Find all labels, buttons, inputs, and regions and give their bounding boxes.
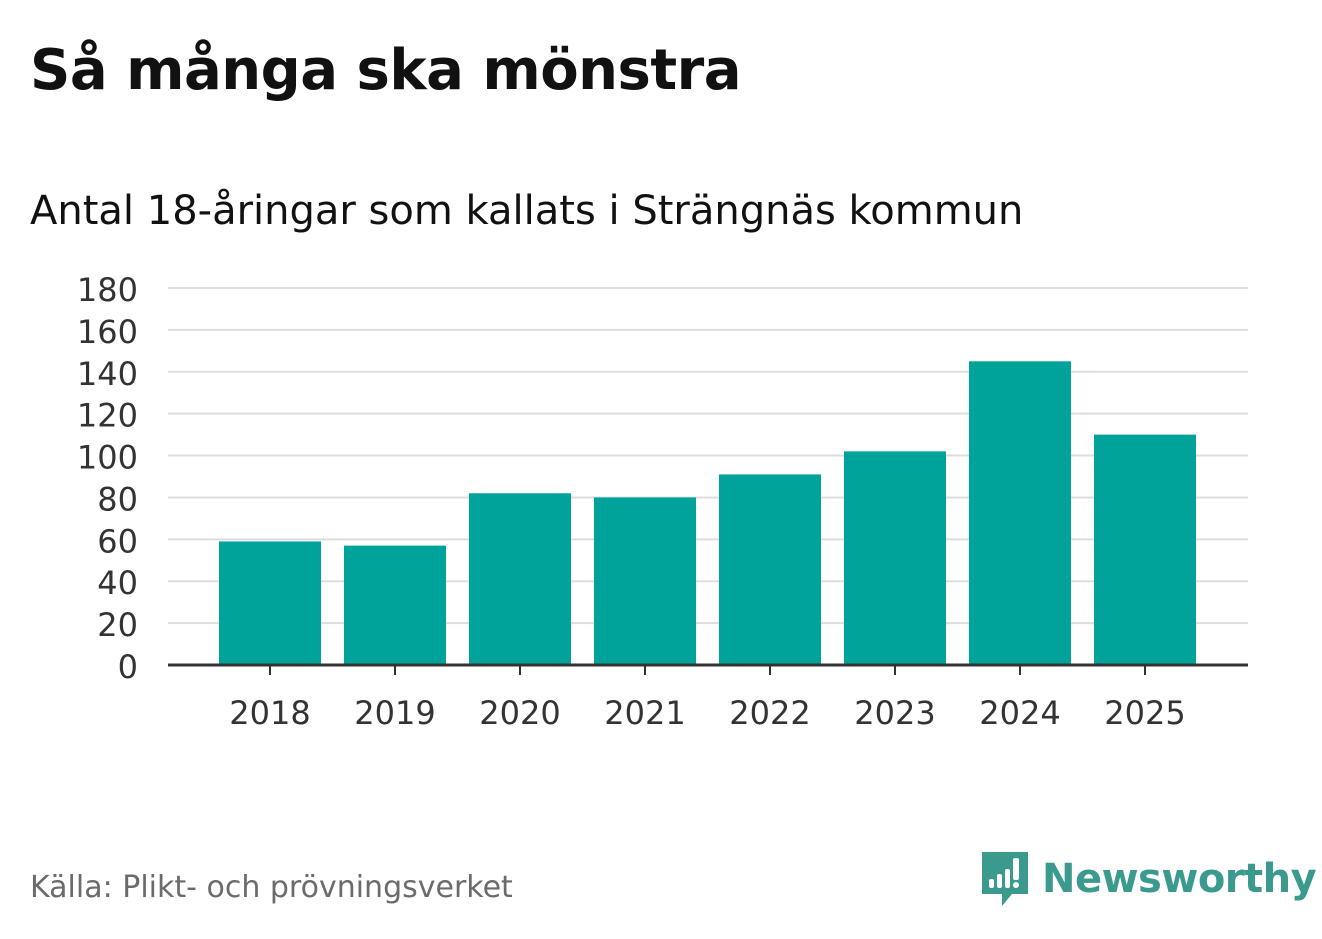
y-tick-label: 20	[97, 606, 138, 644]
y-tick-label: 60	[97, 522, 138, 560]
chart-title: Så många ska mönstra	[30, 38, 742, 103]
y-tick-label: 80	[97, 480, 138, 518]
chart-subtitle: Antal 18-åringar som kallats i Strängnäs…	[30, 188, 1024, 234]
y-tick-label: 0	[118, 648, 138, 686]
y-tick-label: 140	[77, 355, 138, 393]
y-tick-label: 120	[77, 397, 138, 435]
bar	[1094, 434, 1196, 665]
bar	[219, 541, 321, 665]
y-tick-label: 40	[97, 564, 138, 602]
bar	[344, 545, 446, 665]
newsworthy-chart-icon	[982, 852, 1028, 906]
x-tick-label: 2024	[979, 694, 1060, 732]
x-tick-label: 2023	[854, 694, 935, 732]
logo-text: Newsworthy	[1042, 856, 1317, 902]
bar	[469, 493, 571, 665]
bar	[969, 361, 1071, 665]
newsworthy-logo: Newsworthy	[980, 850, 1317, 908]
x-tick-label: 2018	[229, 694, 310, 732]
y-tick-label: 180	[77, 271, 138, 309]
x-tick-label: 2019	[354, 694, 435, 732]
x-tick-label: 2022	[729, 694, 810, 732]
bar	[594, 497, 696, 665]
bar	[719, 474, 821, 665]
x-tick-label: 2025	[1104, 694, 1185, 732]
x-tick-label: 2021	[604, 694, 685, 732]
x-tick-label: 2020	[479, 694, 560, 732]
y-tick-label: 100	[77, 439, 138, 477]
y-tick-label: 160	[77, 313, 138, 351]
source-note: Källa: Plikt- och prövningsverket	[30, 870, 513, 905]
bar	[844, 451, 946, 665]
